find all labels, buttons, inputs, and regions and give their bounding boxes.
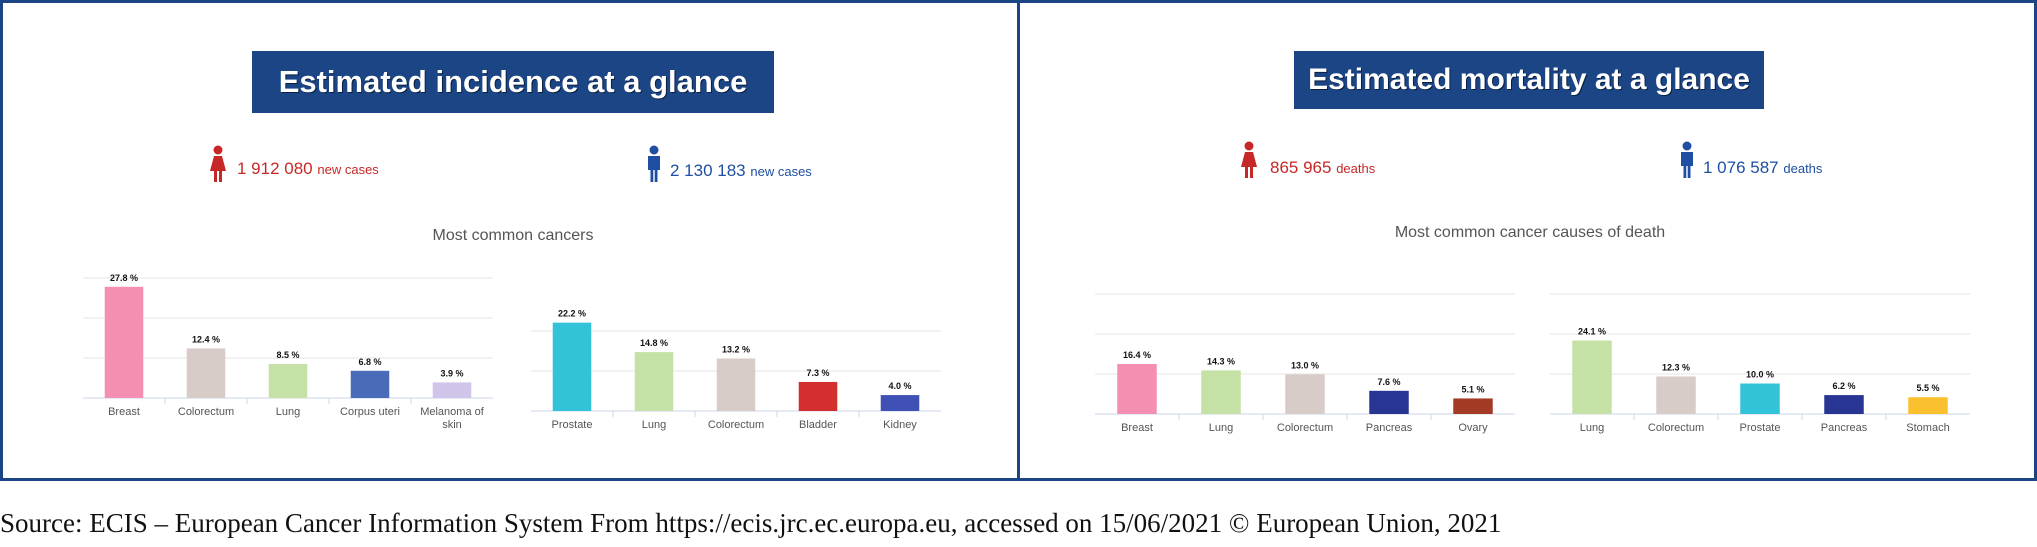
data-label: 22.2 % [558,309,586,319]
bar-lung [1572,340,1612,414]
male-new-cases: 2 130 183 new cases [670,161,812,181]
bar-colorectum [1285,374,1325,414]
category-label: Pancreas [1366,422,1413,434]
category-label: Lung [1580,422,1604,434]
bar-prostate [552,322,592,411]
category-label: Kidney [883,419,917,431]
male-deaths-value: 1 076 587 [1703,158,1779,177]
mortality-panel: Estimated mortality at a glance 865 965 … [1017,0,2037,481]
bar-lung [268,364,308,398]
data-label: 5.1 % [1461,384,1484,394]
male-cases-unit: new cases [750,164,812,179]
source-caption: Source: ECIS – European Cancer Informati… [0,508,1502,538]
data-label: 8.5 % [276,350,299,360]
female-deaths-unit: deaths [1336,161,1376,176]
data-label: 6.2 % [1832,381,1855,391]
data-label: 16.4 % [1123,350,1151,360]
category-label: Bladder [799,419,837,431]
category-label: Pancreas [1821,422,1868,434]
data-label: 5.5 % [1916,383,1939,393]
male-cases-value: 2 130 183 [670,161,746,180]
incidence-panel: Estimated incidence at a glance 1 912 08… [0,0,1020,481]
data-label: 24.1 % [1578,326,1606,336]
data-label: 7.3 % [806,368,829,378]
data-label: 10.0 % [1746,370,1774,380]
male-deaths-unit: deaths [1783,161,1823,176]
female-person-icon [210,145,226,182]
female-deaths-value: 865 965 [1270,158,1332,177]
bar-corpus-uteri [350,370,390,398]
mortality-female-chart: 16.4 % Breast 14.3 % Lung 13.0 % Colorectum 7.… [1095,293,1515,434]
data-label: 13.0 % [1291,360,1319,370]
bar-melanoma-of-skin [432,382,472,398]
category-label: Prostate [1740,422,1781,434]
bar-bladder [798,381,838,411]
bar-stomach [1908,397,1948,414]
category-label: Lung [642,419,666,431]
category-label: Melanoma of [420,406,485,418]
female-new-cases: 1 912 080 new cases [237,159,379,179]
bar-lung [1201,370,1241,414]
category-label: Breast [1121,422,1153,434]
female-person-icon [1241,141,1257,178]
data-label: 7.6 % [1377,377,1400,387]
data-label: 13.2 % [722,344,750,354]
male-person-icon [1681,141,1693,178]
bar-pancreas [1824,395,1864,414]
bar-colorectum [1656,376,1696,414]
category-label: skin [442,419,462,431]
mortality-title: Estimated mortality at a glance [1294,51,1764,109]
data-label: 14.3 % [1207,356,1235,366]
category-label: Prostate [552,419,593,431]
bar-ovary [1453,398,1493,414]
category-label: Colorectum [178,406,234,418]
bar-breast [104,286,144,398]
male-deaths: 1 076 587 deaths [1703,158,1822,178]
incidence-male-chart: 22.2 % Prostate 14.8 % Lung 13.2 % Colorectum… [531,309,941,431]
mortality-chart-subtitle: Most common cancer causes of death [1394,224,1666,241]
bar-kidney [880,395,920,411]
bar-breast [1117,363,1157,414]
category-label: Breast [108,406,140,418]
bar-lung [634,352,674,411]
incidence-chart-subtitle: Most common cancers [432,227,594,244]
female-cases-unit: new cases [317,162,379,177]
category-label: Stomach [1906,422,1949,434]
bar-colorectum [186,348,226,398]
mortality-male-chart: 24.1 % Lung 12.3 % Colorectum 10.0 % Prostate… [1550,293,1970,434]
bar-colorectum [716,358,756,411]
male-person-icon [648,145,660,182]
category-label: Colorectum [1648,422,1704,434]
data-label: 6.8 % [358,357,381,367]
bar-pancreas [1369,390,1409,414]
data-label: 4.0 % [888,381,911,391]
data-label: 14.8 % [640,338,668,348]
data-label: 3.9 % [440,368,463,378]
data-label: 12.4 % [192,334,220,344]
category-label: Lung [1209,422,1233,434]
category-label: Corpus uteri [340,406,400,418]
female-deaths: 865 965 deaths [1270,158,1375,178]
incidence-female-chart: 27.8 % Breast 12.4 % Colorectum 8.5 % Lung 6.8… [83,273,493,431]
data-label: 27.8 % [110,273,138,283]
data-label: 12.3 % [1662,362,1690,372]
category-label: Ovary [1458,422,1488,434]
incidence-title: Estimated incidence at a glance [252,51,774,113]
category-label: Lung [276,406,300,418]
category-label: Colorectum [1277,422,1333,434]
bar-prostate [1740,383,1780,414]
category-label: Colorectum [708,419,764,431]
female-cases-value: 1 912 080 [237,159,313,178]
